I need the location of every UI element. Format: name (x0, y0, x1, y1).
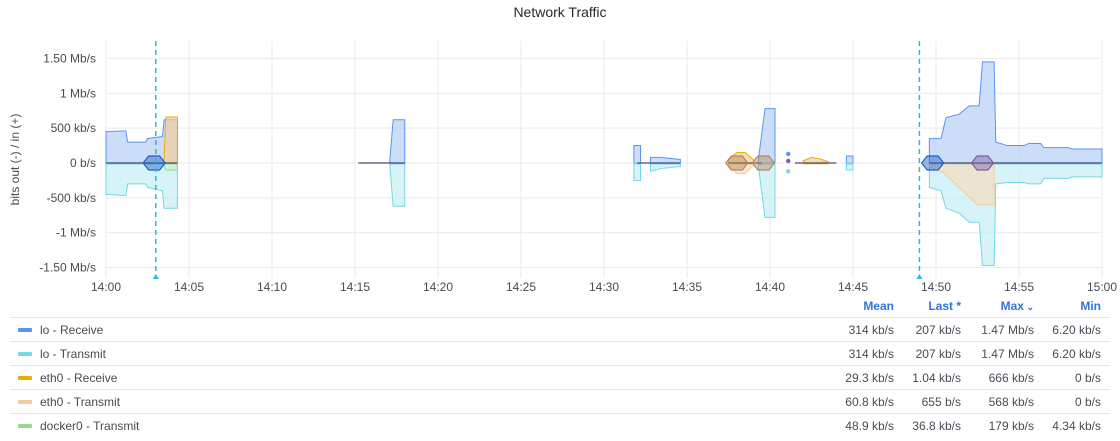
y-tick-label: 1.50 Mb/s (43, 51, 96, 65)
y-tick-label: -1.50 Mb/s (39, 261, 96, 275)
legend-min-value: 0 b/s (1074, 371, 1101, 385)
legend-min-value: 0 b/s (1074, 395, 1101, 409)
series-point-marker (142, 155, 166, 171)
x-tick-label: 14:55 (1004, 280, 1034, 294)
series-point (786, 151, 791, 157)
series-area (649, 162, 681, 173)
x-tick-label: 14:35 (672, 280, 702, 294)
legend-mean-value: 29.3 kb/s (845, 371, 894, 385)
legend-series-name[interactable]: lo - Receive (40, 323, 104, 337)
series-point (786, 158, 791, 164)
legend-table: Mean Last * Max ⌄ Min lo - Receive 314 kb… (10, 295, 1110, 437)
x-tick-label: 14:00 (91, 280, 121, 294)
legend-header-max[interactable]: Max ⌄ (1000, 299, 1034, 313)
legend-row[interactable]: lo - Transmit 314 kb/s 207 kb/s 1.47 Mb/s 6.… (10, 341, 1110, 365)
sort-desc-icon: ⌄ (1023, 302, 1034, 312)
legend-max-value: 568 kb/s (988, 395, 1034, 409)
panel-title: Network Traffic (513, 4, 607, 20)
legend-row[interactable]: eth0 - Transmit 60.8 kb/s 655 b/s 568 kb/s 0… (10, 389, 1110, 413)
x-tick-label: 14:10 (257, 280, 287, 294)
series-area (802, 156, 829, 164)
series-point-marker (970, 155, 995, 171)
series-area (163, 116, 178, 164)
y-tick-label: 500 kb/s (51, 121, 96, 135)
legend-min-value: 6.20 kb/s (1052, 323, 1101, 337)
x-tick-label: 14:45 (838, 280, 868, 294)
legend-min-value: 6.20 kb/s (1052, 347, 1101, 361)
x-tick-label: 14:50 (921, 280, 951, 294)
legend-swatch[interactable] (18, 376, 32, 380)
series-point-marker (751, 155, 776, 171)
legend-swatch[interactable] (18, 328, 32, 332)
legend-mean-value: 48.9 kb/s (845, 419, 894, 433)
series-area (389, 119, 406, 164)
legend-header-last[interactable]: Last * (928, 299, 961, 313)
series-area (105, 162, 178, 209)
series-area (757, 162, 776, 218)
legend-mean-value: 314 kb/s (848, 347, 894, 361)
legend-max-value: 1.47 Mb/s (981, 323, 1034, 337)
x-tick-label: 14:20 (423, 280, 453, 294)
legend-last-value: 1.04 kb/s (912, 371, 961, 385)
x-tick-label: 14:40 (755, 280, 785, 294)
legend-series-name[interactable]: lo - Transmit (40, 347, 107, 361)
series-area (845, 155, 854, 164)
legend-max-value: 1.47 Mb/s (981, 347, 1034, 361)
legend-max-value: 666 kb/s (988, 371, 1034, 385)
series-area (633, 162, 642, 181)
annotation-marker (916, 274, 923, 279)
y-tick-label: -500 kb/s (47, 191, 96, 205)
legend-header-min[interactable]: Min (1080, 299, 1101, 313)
series-area (389, 162, 406, 207)
y-axis-title: bits out (-) / in (+) (8, 114, 22, 206)
legend-swatch[interactable] (18, 352, 32, 356)
legend-header-mean[interactable]: Mean (863, 299, 894, 313)
series-point (786, 169, 791, 174)
series-area (649, 156, 681, 164)
x-tick-label: 15:00 (1087, 280, 1117, 294)
legend-series-name[interactable]: docker0 - Transmit (40, 419, 140, 433)
legend-row[interactable]: eth0 - Receive 29.3 kb/s 1.04 kb/s 666 kb/s… (10, 365, 1110, 389)
legend-swatch[interactable] (18, 400, 32, 404)
legend-row[interactable]: docker0 - Transmit 48.9 kb/s 36.8 kb/s 179 … (10, 413, 1110, 437)
legend-last-value: 36.8 kb/s (912, 419, 961, 433)
series-point-marker (725, 155, 749, 171)
legend-mean-value: 314 kb/s (848, 323, 894, 337)
x-tick-label: 14:30 (589, 280, 619, 294)
legend-mean-value: 60.8 kb/s (845, 395, 894, 409)
legend-last-value: 655 b/s (921, 395, 961, 409)
series-area (928, 61, 1103, 164)
legend-swatch[interactable] (18, 424, 32, 428)
legend-max-value: 179 kb/s (988, 419, 1034, 433)
y-tick-label: 0 b/s (70, 156, 96, 170)
x-tick-label: 14:15 (340, 280, 370, 294)
series-area (633, 145, 642, 164)
x-tick-label: 14:05 (174, 280, 204, 294)
y-tick-label: -1 Mb/s (56, 226, 96, 240)
legend-last-value: 207 kb/s (915, 323, 961, 337)
annotation-marker (152, 274, 159, 279)
network-traffic-chart[interactable]: 1.50 Mb/s 1 Mb/s 500 kb/s 0 b/s -500 kb/s -1 … (0, 0, 1120, 295)
series-area (757, 108, 776, 164)
x-tick-label: 14:25 (506, 280, 536, 294)
legend-header: Mean Last * Max ⌄ Min (10, 295, 1110, 317)
series-point-marker (920, 155, 945, 171)
y-tick-label: 1 Mb/s (60, 86, 96, 100)
legend-series-name[interactable]: eth0 - Receive (40, 371, 118, 385)
legend-row[interactable]: lo - Receive 314 kb/s 207 kb/s 1.47 Mb/s 6.2… (10, 317, 1110, 341)
legend-last-value: 207 kb/s (915, 347, 961, 361)
legend-series-name[interactable]: eth0 - Transmit (40, 395, 121, 409)
legend-min-value: 4.34 kb/s (1052, 419, 1101, 433)
